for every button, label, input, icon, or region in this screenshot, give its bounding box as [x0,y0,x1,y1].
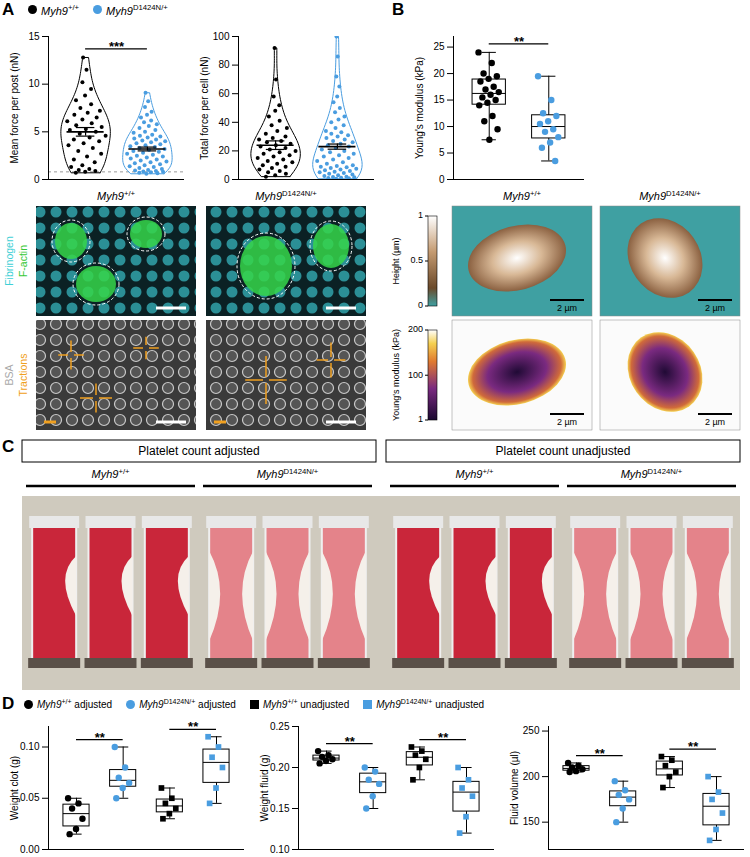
svg-text:200: 200 [523,771,540,782]
svg-text:0: 0 [34,174,40,185]
svg-text:0: 0 [439,174,445,185]
svg-text:Myh9D1424N/+: Myh9D1424N/+ [639,189,701,203]
svg-text:10: 10 [28,78,40,89]
svg-text:Tractions: Tractions [17,354,29,397]
svg-text:60: 60 [218,88,230,99]
svg-text:5: 5 [34,126,40,137]
svg-text:100: 100 [213,31,230,42]
svg-text:Height (µm): Height (µm) [391,237,401,284]
svg-text:0.10: 0.10 [20,741,40,752]
html-text:Myh9D1424N/+unadjusted: Myh9D1424N/+unadjusted [376,698,485,711]
svg-text:Fibrinogen: Fibrinogen [3,236,15,286]
html-text:Myh9+/+adjusted: Myh9+/+adjusted [37,698,113,711]
svg-text:BSA: BSA [3,364,15,385]
svg-text:10: 10 [433,121,445,132]
svg-text:**: ** [595,746,606,761]
svg-text:Myh9D1424N/+: Myh9D1424N/+ [255,189,317,203]
svg-text:200: 200 [408,324,423,334]
svg-text:Fluid volume (µl): Fluid volume (µl) [509,751,520,825]
svg-text:Mean force per post (nN): Mean force per post (nN) [9,52,20,163]
svg-text:Myh9D1424N/+: Myh9D1424N/+ [621,467,683,481]
svg-text:5: 5 [439,147,445,158]
svg-text:2 µm: 2 µm [705,417,725,427]
svg-text:Myh9D1424N/+: Myh9D1424N/+ [257,467,319,481]
svg-text:**: ** [188,719,199,734]
svg-text:Weight clot (g): Weight clot (g) [9,756,20,820]
html-text:Myh9+/+: Myh9+/+ [41,3,79,17]
svg-text:Weight fluid (g): Weight fluid (g) [259,754,270,821]
svg-text:**: ** [95,730,106,745]
svg-text:Young's modulus (kPa): Young's modulus (kPa) [414,57,425,159]
svg-text:25: 25 [433,41,445,52]
svg-text:Myh9+/+: Myh9+/+ [97,189,136,203]
svg-text:15: 15 [433,94,445,105]
svg-text:0.15: 0.15 [270,803,290,814]
svg-text:0.20: 0.20 [270,762,290,773]
svg-text:2 µm: 2 µm [705,303,725,313]
svg-text:Myh9+/+: Myh9+/+ [503,189,542,203]
svg-text:100: 100 [408,370,423,380]
svg-text:1: 1 [418,414,423,424]
svg-text:0.25: 0.25 [270,721,290,732]
svg-text:0.05: 0.05 [20,792,40,803]
svg-text:Platelet count unadjusted: Platelet count unadjusted [496,444,631,458]
svg-text:Young's modulus (kPa): Young's modulus (kPa) [391,329,401,421]
svg-text:**: ** [514,34,525,49]
svg-text:2 µm: 2 µm [557,303,577,313]
svg-text:2 µm: 2 µm [557,417,577,427]
svg-text:**: ** [688,739,699,754]
svg-text:0.00: 0.00 [20,844,40,855]
html-text:B: B [392,0,405,19]
html-text:Myh9D1424N/+adjusted: Myh9D1424N/+adjusted [139,698,236,711]
svg-text:Platelet count adjusted: Platelet count adjusted [138,444,259,458]
svg-text:1: 1 [418,210,423,220]
svg-text:0.5: 0.5 [410,255,423,265]
svg-text:0: 0 [224,174,230,185]
html-text:D: D [2,694,15,713]
html-text:Myh9+/+unadjusted: Myh9+/+unadjusted [262,698,350,711]
svg-text:Total force per cell (nN): Total force per cell (nN) [199,56,210,159]
svg-text:0.10: 0.10 [270,844,290,855]
svg-text:15: 15 [28,31,40,42]
svg-text:**: ** [438,730,449,745]
html-text:A: A [2,0,15,19]
svg-text:250: 250 [523,725,540,736]
svg-text:**: ** [345,734,356,749]
svg-text:Myh9+/+: Myh9+/+ [455,467,494,481]
svg-text:150: 150 [523,816,540,827]
svg-text:Myh9+/+: Myh9+/+ [91,467,130,481]
svg-text:***: *** [109,39,125,54]
svg-text:20: 20 [218,145,230,156]
svg-text:80: 80 [218,59,230,70]
svg-text:0: 0 [418,300,423,310]
svg-text:F-actin: F-actin [17,245,29,277]
svg-text:C: C [2,437,14,456]
html-text:Myh9D1424N/+: Myh9D1424N/+ [106,3,168,17]
svg-text:40: 40 [218,117,230,128]
svg-text:20: 20 [433,68,445,79]
